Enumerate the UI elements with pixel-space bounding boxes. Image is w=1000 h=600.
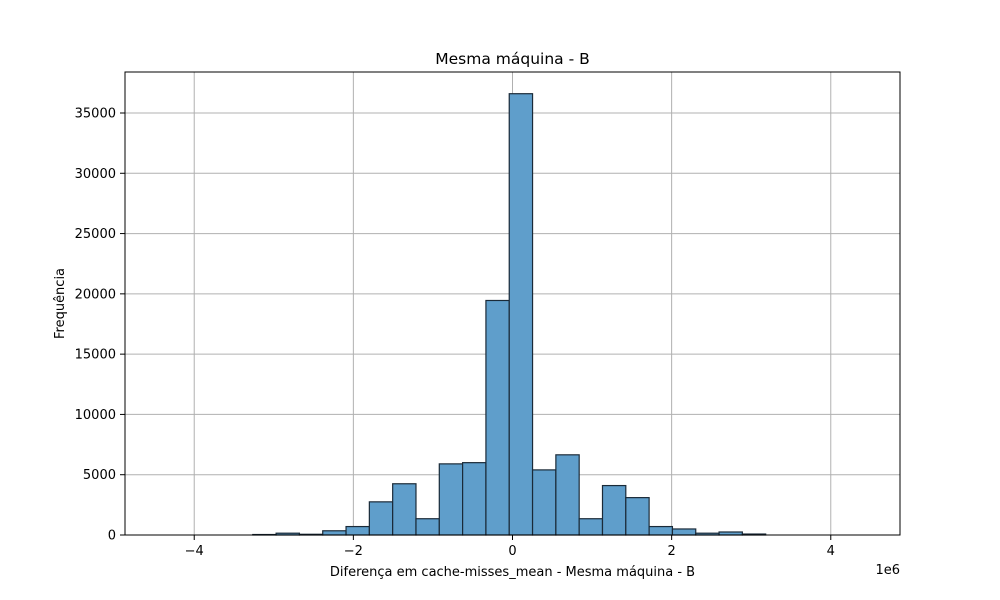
x-tick-label: 4 xyxy=(827,544,835,559)
histogram-bar-16 xyxy=(531,469,557,536)
histogram-bar-19 xyxy=(601,484,627,536)
y-axis-label: Frequência xyxy=(53,268,68,339)
histogram-bar-10 xyxy=(392,483,417,536)
histogram-bar-8 xyxy=(345,525,370,536)
x-axis-ticks: −4 −2 0 2 4 xyxy=(185,535,835,559)
y-tick-label: 0 xyxy=(108,529,116,544)
histogram-bar-15 xyxy=(508,93,534,536)
x-tick-label: 0 xyxy=(508,544,516,559)
y-tick-label: 35000 xyxy=(75,106,116,121)
histogram-bar-17 xyxy=(555,454,580,536)
histogram-bar-21 xyxy=(648,525,674,536)
histogram-bar-9 xyxy=(368,501,394,536)
y-axis-ticks: 0 5000 10000 15000 20000 25000 30000 35000 xyxy=(75,106,125,544)
y-tick-label: 20000 xyxy=(75,287,116,302)
histogram-bar-22 xyxy=(671,528,697,536)
chart-title: Mesma máquina - B xyxy=(435,50,589,68)
y-tick-label: 5000 xyxy=(83,468,116,483)
y-tick-label: 30000 xyxy=(75,167,116,182)
x-tick-label: −2 xyxy=(344,544,363,559)
histogram-bar-7 xyxy=(322,530,347,536)
x-tick-label: −4 xyxy=(185,544,204,559)
histogram-bar-13 xyxy=(462,462,487,536)
histogram-bar-14 xyxy=(485,299,510,536)
y-tick-label: 15000 xyxy=(75,348,116,363)
x-tick-label: 2 xyxy=(667,544,675,559)
histogram-bar-11 xyxy=(415,518,440,536)
y-tick-label: 10000 xyxy=(75,408,116,423)
histogram-bar-18 xyxy=(578,518,604,536)
histogram-bar-20 xyxy=(625,497,650,536)
x-axis-label: Diferença em cache-misses_mean - Mesma m… xyxy=(330,565,695,580)
y-tick-label: 25000 xyxy=(75,227,116,242)
histogram-bar-12 xyxy=(438,463,464,536)
x-axis-offset-label: 1e6 xyxy=(875,563,900,578)
